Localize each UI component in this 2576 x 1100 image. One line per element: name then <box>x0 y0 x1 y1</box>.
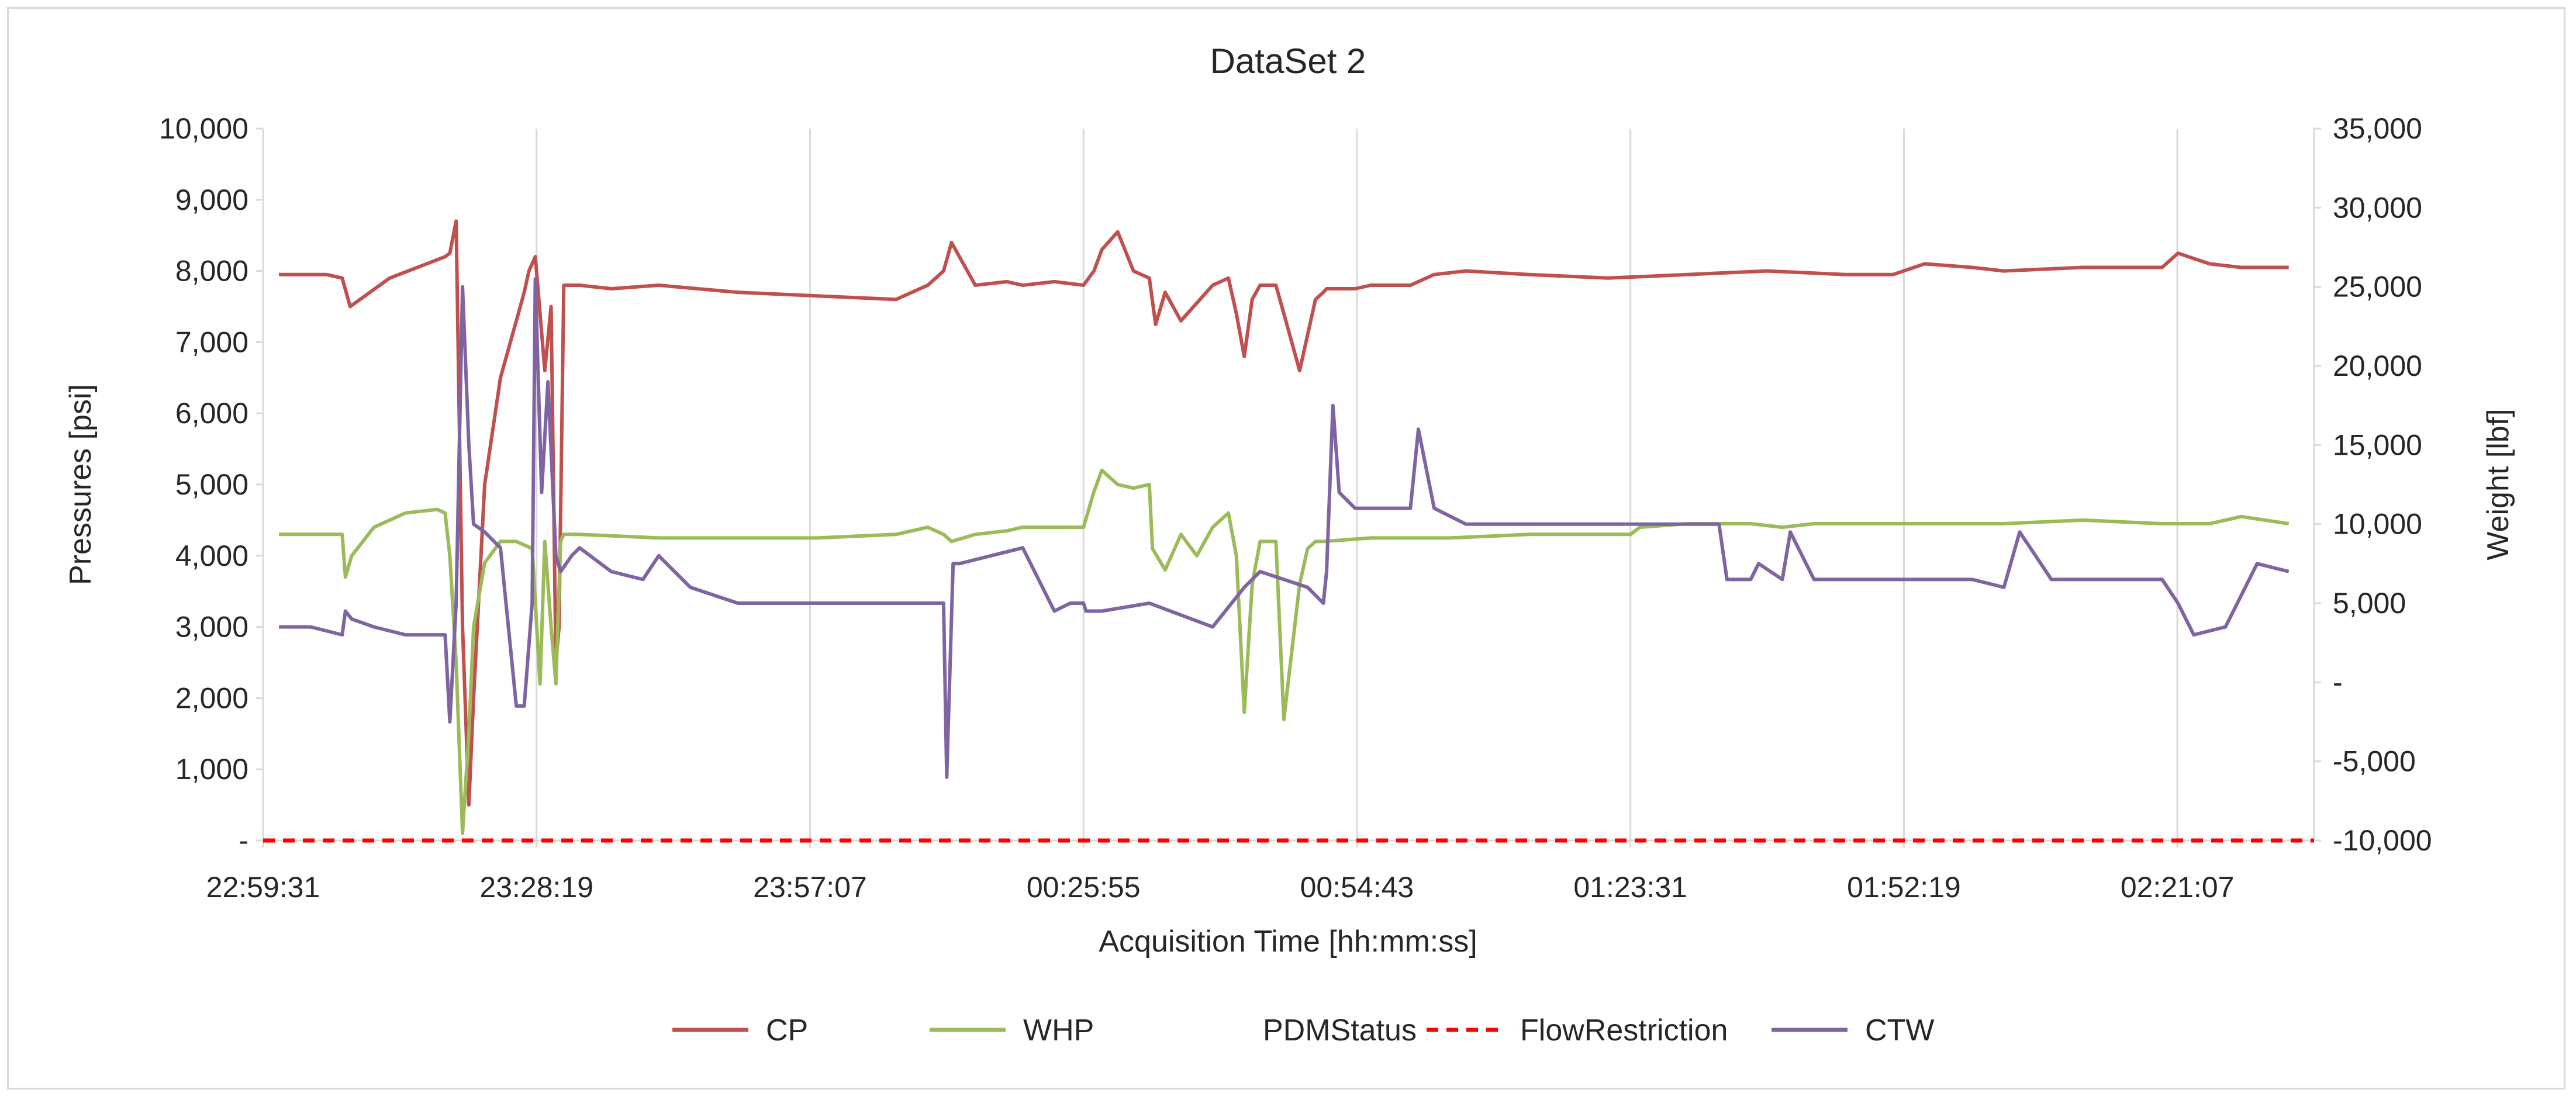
y-tick-label: 8,000 <box>175 255 248 288</box>
series-lines <box>263 219 2314 843</box>
x-axis-title: Acquisition Time [hh:mm:ss] <box>1099 925 1477 959</box>
y-axis-title: Pressures [psi] <box>64 384 98 585</box>
x-tick-label: 23:57:07 <box>753 871 867 904</box>
chart-title: DataSet 2 <box>1210 41 1366 81</box>
y-tick-label: 5,000 <box>175 468 248 501</box>
y-tick-label: 3,000 <box>175 611 248 644</box>
series-line-cp <box>279 219 2289 807</box>
y-tick-label: 4,000 <box>175 539 248 572</box>
series-line-whp <box>279 468 2290 835</box>
y2-axis-ticks: -10,000-5,000-5,00010,00015,00020,00025,… <box>2314 112 2432 857</box>
chart-frame <box>7 7 2565 1089</box>
axes <box>262 129 2315 842</box>
y2-tick-label: 10,000 <box>2333 508 2422 541</box>
x-tick-label: 00:25:55 <box>1027 871 1141 904</box>
y-tick-label: 6,000 <box>175 397 248 430</box>
y2-tick-label: 15,000 <box>2333 428 2422 461</box>
legend-label-pdmstatus: PDMStatus <box>1263 1013 1417 1047</box>
y-tick-label: 10,000 <box>159 112 248 145</box>
x-tick-label: 02:21:07 <box>2121 871 2235 904</box>
y-tick-label: 7,000 <box>175 326 248 358</box>
y-axis-ticks: - 1,000 2,000 3,000 4,000 5,000 6,000 7,000 8,00… <box>159 112 263 857</box>
y2-tick-label: 30,000 <box>2333 191 2422 224</box>
x-tick-label: 00:54:43 <box>1300 871 1414 904</box>
legend-label-ctw: CTW <box>1865 1013 1934 1047</box>
x-axis-ticks: 22:59:31 23:28:19 23:57:07 00:25:55 00:54:43… <box>206 840 2235 904</box>
y2-tick-label: 25,000 <box>2333 271 2422 303</box>
legend: CP WHP PDMStatus FlowRestriction CTW <box>672 1013 1934 1047</box>
y2-tick-label: 5,000 <box>2333 587 2406 620</box>
x-tick-label: 01:23:31 <box>1573 871 1687 904</box>
legend-label-flowrestriction: FlowRestriction <box>1520 1013 1728 1047</box>
legend-label-whp: WHP <box>1023 1013 1094 1047</box>
grid-lines <box>536 129 2178 840</box>
x-tick-label: 22:59:31 <box>206 871 320 904</box>
y2-tick-label: - <box>2333 666 2343 698</box>
y2-tick-label: -5,000 <box>2333 745 2416 778</box>
y-tick-label: 9,000 <box>175 184 248 216</box>
y-tick-label: - <box>239 824 248 857</box>
legend-label-cp: CP <box>766 1013 808 1047</box>
y-tick-label: 2,000 <box>175 682 248 714</box>
y2-tick-label: 35,000 <box>2333 112 2422 145</box>
x-tick-label: 23:28:19 <box>479 871 593 904</box>
series-line-ctw <box>279 277 2290 779</box>
y2-axis-title: Weight [lbf] <box>2481 409 2515 560</box>
x-tick-label: 01:52:19 <box>1847 871 1961 904</box>
y-tick-label: 1,000 <box>175 753 248 786</box>
y2-tick-label: -10,000 <box>2333 824 2432 857</box>
y2-tick-label: 20,000 <box>2333 350 2422 382</box>
